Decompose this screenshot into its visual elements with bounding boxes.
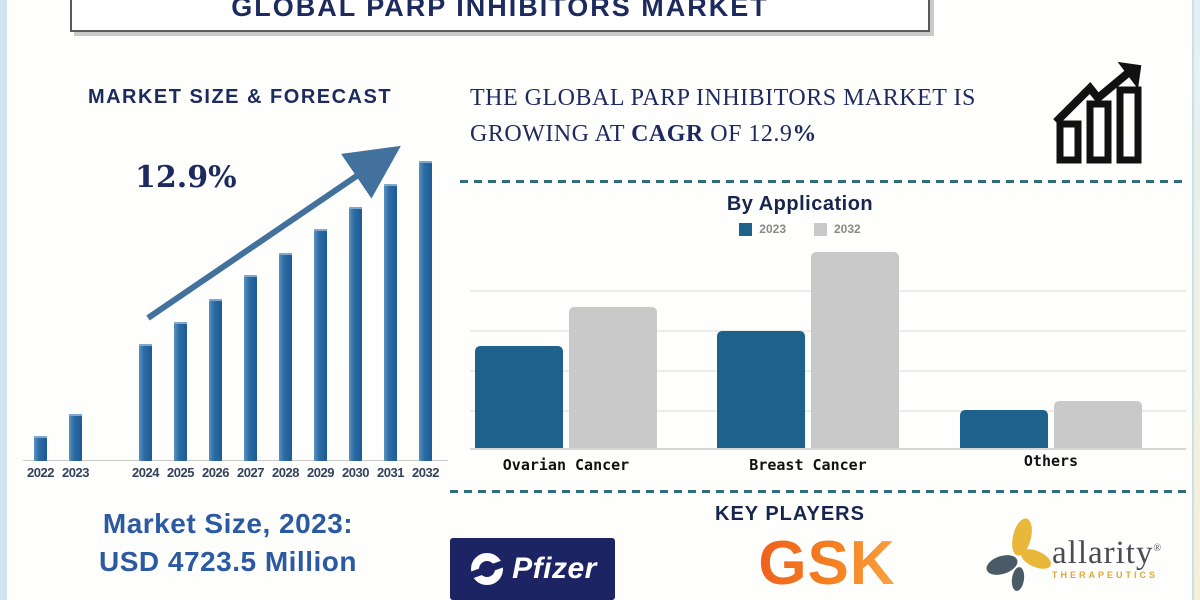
application-bar-2032 [569, 307, 657, 448]
forecast-year-label: 2030 [342, 465, 369, 480]
forecast-bar-item: 2023 [58, 414, 93, 483]
forecast-chart: 2022 2023 2024 2025 2026 2027 2028 2029 2030 2031… [23, 150, 448, 483]
allarity-reg-mark: ® [1153, 542, 1163, 554]
forecast-cagr-annotation: 12.9% [135, 160, 237, 195]
allarity-wordmark: allarity® [1052, 534, 1163, 571]
application-plot [470, 252, 1186, 450]
forecast-bar [244, 275, 257, 461]
application-category-label: Breast Cancer [749, 456, 867, 474]
pfizer-swirl-icon [468, 553, 507, 585]
application-bar-2023 [475, 346, 563, 448]
pfizer-wordmark: Pfizer [512, 552, 597, 585]
forecast-bar [349, 207, 362, 461]
forecast-bar-item: 2024 [128, 344, 163, 483]
forecast-bar [384, 184, 397, 461]
forecast-year-label: 2023 [62, 465, 89, 480]
market-size-callout: Market Size, 2023: USD 4723.5 Million [28, 505, 428, 581]
market-size-line2: USD 4723.5 Million [99, 545, 357, 577]
allarity-text: allarity® THERAPEUTICS [1052, 535, 1162, 580]
forecast-year-label: 2022 [27, 465, 54, 480]
forecast-bar [34, 436, 47, 461]
allarity-logo: allarity® THERAPEUTICS [980, 515, 1190, 599]
right-edge-strip [1192, 0, 1200, 600]
legend-item: 2032 [814, 222, 861, 236]
headline-percent: % [792, 121, 817, 147]
forecast-year-label: 2024 [132, 465, 159, 480]
application-bar-2023 [960, 410, 1048, 448]
forecast-section-title: MARKET SIZE & FORECAST [87, 86, 393, 108]
forecast-bar-item: 2032 [408, 161, 443, 483]
application-bar-2023 [717, 331, 805, 448]
application-legend: 2023 2032 [640, 222, 960, 236]
headline-line1: THE GLOBAL PARP INHIBITORS MARKET IS [470, 85, 976, 111]
cagr-headline: THE GLOBAL PARP INHIBITORS MARKET IS GRO… [470, 80, 1045, 152]
forecast-bar [69, 414, 82, 461]
application-baseline [470, 448, 1186, 450]
key-players-title: KEY PLAYERS [715, 503, 865, 525]
forecast-bar-item: 2031 [373, 184, 408, 483]
dashed-divider-top [460, 180, 1188, 183]
forecast-year-label: 2028 [272, 465, 299, 480]
growth-chart-icon [1053, 61, 1142, 164]
forecast-bar-item: 2025 [163, 322, 198, 483]
application-chart-title: By Application [726, 193, 874, 215]
forecast-bar [209, 299, 222, 461]
application-bar-group [960, 401, 1142, 448]
forecast-bars: 2022 2023 2024 2025 2026 2027 2028 2029 2030 2031… [23, 161, 443, 483]
forecast-year-label: 2026 [202, 465, 229, 480]
forecast-year-label: 2031 [377, 465, 404, 480]
forecast-year-label: 2027 [237, 465, 264, 480]
forecast-bar-item: 2029 [303, 229, 338, 483]
forecast-bar-item: 2027 [233, 275, 268, 483]
forecast-year-label: 2025 [167, 465, 194, 480]
legend-swatch [814, 222, 827, 236]
growth-trend-arrow [146, 145, 401, 321]
headline-cagr-word: CAGR [631, 121, 704, 147]
forecast-baseline [23, 460, 448, 461]
allarity-leaves-icon [986, 518, 1051, 591]
forecast-bar-item: 2022 [23, 436, 58, 483]
dashed-divider-bottom [450, 490, 1188, 493]
application-category-label: Ovarian Cancer [502, 456, 630, 474]
left-edge-strip [0, 0, 7, 600]
gsk-logo: GSK [742, 528, 912, 599]
application-category-label: Others [1023, 452, 1079, 470]
forecast-bar [139, 344, 152, 461]
forecast-bar [174, 322, 187, 461]
forecast-bar [279, 253, 292, 461]
forecast-year-label: 2032 [412, 465, 439, 480]
forecast-bar [314, 229, 327, 461]
pfizer-logo: Pfizer [450, 538, 615, 600]
forecast-bar-item: 2026 [198, 299, 233, 483]
forecast-bar-item: 2030 [338, 207, 373, 483]
headline-line2-mid: OF 12.9 [703, 121, 793, 147]
headline-line2-prefix: GROWING AT [470, 121, 632, 147]
forecast-year-label: 2029 [307, 465, 334, 480]
title-banner: GLOBAL PARP INHIBITORS MARKET [70, 0, 930, 32]
forecast-bar [419, 161, 432, 461]
application-bar-2032 [811, 252, 899, 448]
legend-item: 2023 [739, 222, 786, 236]
forecast-bar-item: 2028 [268, 253, 303, 483]
legend-label: 2032 [834, 222, 861, 236]
market-size-line1: Market Size, 2023: [102, 508, 354, 539]
page-title: GLOBAL PARP INHIBITORS MARKET [231, 0, 769, 22]
allarity-subtitle: THERAPEUTICS [1052, 569, 1159, 580]
application-bar-group [475, 307, 657, 448]
legend-label: 2023 [759, 222, 786, 236]
application-bar-group [717, 252, 899, 448]
application-bar-2032 [1054, 401, 1142, 448]
legend-swatch [739, 222, 753, 236]
